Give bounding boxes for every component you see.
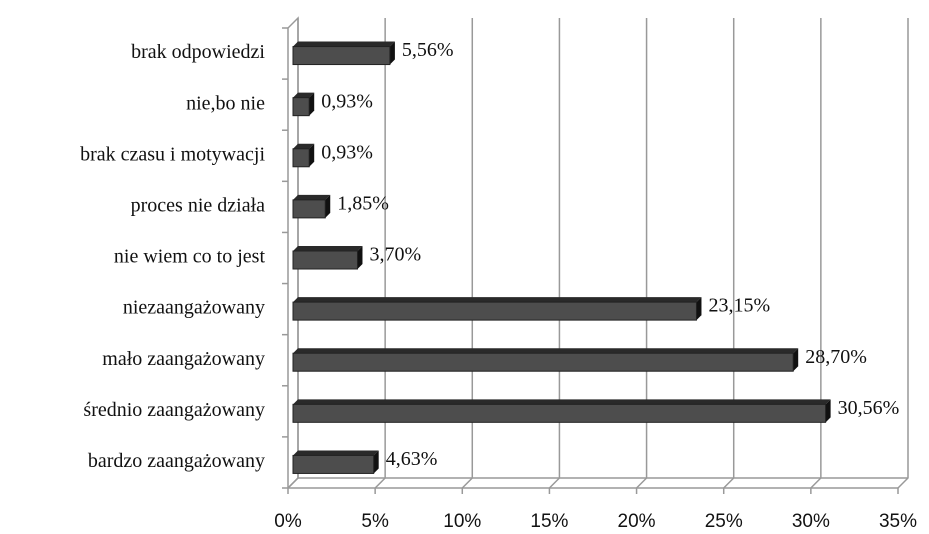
bar (292, 199, 326, 219)
x-tick-label: 35% (879, 511, 917, 532)
x-tick-label: 25% (705, 511, 743, 532)
grid-line (810, 18, 822, 489)
bar (292, 250, 358, 270)
value-label: 0,93% (321, 141, 373, 163)
value-label: 3,70% (369, 244, 421, 266)
category-label: niezaangażowany (123, 297, 265, 319)
bar (292, 46, 391, 66)
category-label: proces nie działa (131, 194, 265, 216)
bar (292, 148, 310, 168)
bar-side (309, 143, 315, 167)
x-tick-label: 15% (530, 511, 568, 532)
value-label: 23,15% (708, 295, 770, 317)
bar-top (293, 297, 702, 303)
bar-side (825, 399, 831, 423)
bar-side (696, 297, 702, 321)
bar-top (293, 450, 379, 456)
bar-top (293, 41, 395, 47)
category-label: brak czasu i motywacji (80, 143, 265, 165)
bar-top (293, 92, 315, 98)
bar (292, 352, 794, 372)
bar-side (373, 450, 379, 474)
grid-line (636, 18, 648, 489)
grid-line (461, 18, 474, 489)
value-label: 4,63% (386, 448, 438, 470)
bar (292, 454, 375, 474)
x-tick-label: 20% (618, 511, 656, 532)
x-tick-label: 0% (274, 511, 302, 532)
grid-line (374, 18, 386, 489)
value-label: 1,85% (337, 192, 389, 214)
category-label: nie wiem co to jest (114, 246, 266, 268)
grid-line (723, 18, 735, 489)
value-label: 28,70% (805, 346, 867, 368)
bar-top (293, 348, 799, 354)
grid-line (897, 18, 909, 489)
category-label: brak odpowiedzi (131, 41, 265, 63)
value-label: 5,56% (402, 39, 454, 61)
x-tick-label: 10% (443, 511, 481, 532)
bar-side (389, 41, 395, 65)
category-label: nie,bo nie (186, 92, 265, 114)
bar-side (357, 246, 363, 269)
bar-side (793, 348, 799, 372)
bar-side (325, 194, 331, 218)
bar-top (293, 194, 331, 200)
x-tick-label: 30% (792, 511, 830, 532)
bar-top (293, 143, 315, 149)
bar-top (293, 399, 831, 405)
grid-line (287, 18, 299, 489)
bar-side (309, 92, 315, 116)
bar-top (293, 246, 363, 251)
category-label: średnio zaangażowany (83, 399, 265, 421)
value-label: 30,56% (838, 397, 900, 419)
bar (292, 97, 310, 117)
bar (292, 403, 827, 423)
grid-line (548, 18, 561, 489)
category-label: mało zaangażowany (102, 348, 265, 370)
bar (292, 301, 697, 321)
category-label: bardzo zaangażowany (88, 450, 265, 472)
value-label: 0,93% (321, 90, 373, 112)
x-tick-label: 5% (361, 511, 389, 532)
